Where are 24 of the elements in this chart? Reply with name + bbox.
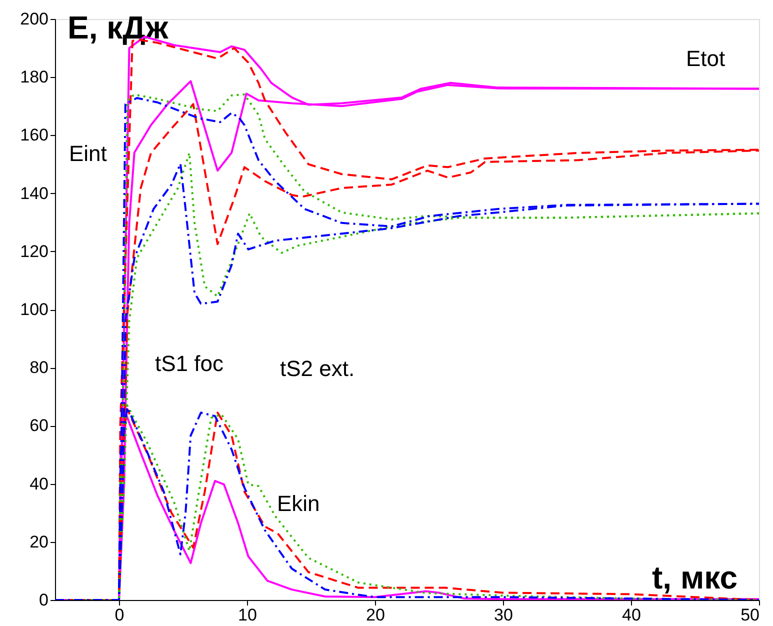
x-tick-label: 10 xyxy=(238,606,257,624)
x-tick-label: 0 xyxy=(114,606,124,624)
annotation: tS1 foc xyxy=(155,351,224,376)
y-tick-label: 80 xyxy=(30,358,48,378)
y-tick-label: 0 xyxy=(39,590,48,610)
y-tick-label: 140 xyxy=(20,184,48,203)
y-tick-label: 120 xyxy=(20,242,48,261)
y-tick-label: 40 xyxy=(30,474,48,494)
y-tick-label: 200 xyxy=(20,10,48,28)
y-tick-label: 180 xyxy=(20,68,48,87)
annotation: Etot xyxy=(686,46,726,71)
annotation: tS2 ext. xyxy=(280,356,355,381)
x-tick-label: 50 xyxy=(740,606,760,624)
x-axis-title: t, мкс xyxy=(652,560,738,596)
x-tick-label: 20 xyxy=(366,606,385,624)
annotation: Eint xyxy=(69,141,107,166)
y-tick-label: 100 xyxy=(20,300,48,319)
y-tick-label: 20 xyxy=(30,532,48,552)
annotation: Ekin xyxy=(277,491,320,516)
y-tick-label: 60 xyxy=(30,416,48,436)
x-tick-label: 30 xyxy=(494,606,513,624)
y-tick-label: 160 xyxy=(20,126,48,145)
x-tick-label: 40 xyxy=(622,606,641,624)
y-axis-title: E, кДж xyxy=(68,10,168,46)
